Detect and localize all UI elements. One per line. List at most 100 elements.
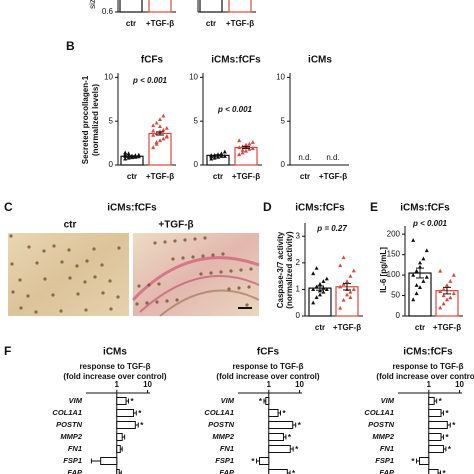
significance: * <box>138 409 142 418</box>
data-point <box>154 131 159 136</box>
nucleus <box>11 290 15 294</box>
tissue-streak <box>159 289 260 317</box>
data-point <box>421 256 426 261</box>
data-point <box>222 149 227 154</box>
data-point <box>314 295 319 299</box>
bar <box>119 0 143 13</box>
x-axis-label: response to TGF-β <box>392 362 463 371</box>
chart-title: iCMs:fCFs <box>403 347 453 358</box>
x-tick-label: 1 <box>115 380 120 389</box>
data-point <box>418 264 422 269</box>
nucleus <box>229 269 233 273</box>
nucleus <box>227 287 231 291</box>
data-point <box>418 260 422 265</box>
nucleus <box>175 298 179 302</box>
y-tick-label: 5 <box>109 116 114 125</box>
y-tick-label: COL1A1 <box>52 408 82 417</box>
data-point <box>154 120 159 125</box>
bar <box>268 433 284 441</box>
nucleus <box>59 309 63 313</box>
y-tick-label: 5 <box>194 116 199 125</box>
data-point <box>324 276 329 281</box>
data-point <box>411 238 416 242</box>
y-axis-label: (normalized levels) <box>91 84 100 156</box>
significance: * <box>439 397 443 406</box>
y-tick-label: 0.6 <box>102 7 114 16</box>
data-point <box>209 154 214 159</box>
nucleus <box>219 270 223 274</box>
y-tick-label: FN1 <box>380 444 394 453</box>
nucleus <box>211 253 215 257</box>
chart-title: iCMs:fCFs <box>211 55 261 66</box>
significance: * <box>292 469 296 474</box>
bar <box>265 397 270 405</box>
panel-label: B <box>66 39 75 53</box>
bar <box>428 409 442 417</box>
x-tick-label: 10 <box>455 380 464 389</box>
bar <box>428 397 435 405</box>
nucleus <box>201 254 205 258</box>
significance: * <box>452 421 456 430</box>
data-point <box>154 140 159 144</box>
data-point <box>451 272 456 277</box>
nucleus <box>43 277 47 281</box>
data-point <box>445 283 449 287</box>
data-point <box>314 265 319 270</box>
data-point <box>250 146 255 150</box>
value-label: n.d. <box>298 153 311 162</box>
nucleus <box>27 245 31 249</box>
data-point <box>448 295 453 300</box>
data-point <box>158 138 162 143</box>
nucleus <box>249 267 253 271</box>
chart-title: iCMs:fCFs <box>295 203 345 214</box>
data-point <box>438 289 443 294</box>
data-point <box>161 136 166 141</box>
nucleus <box>153 241 157 245</box>
p-value: p < 0.001 <box>412 219 448 228</box>
data-point <box>240 150 245 155</box>
y-tick-label: FAP <box>67 468 83 474</box>
x-tick-label: +TGF-β <box>146 172 174 181</box>
micrograph <box>8 233 129 316</box>
x-tick-label: ctr <box>315 323 325 332</box>
data-point <box>421 279 426 283</box>
bar <box>428 445 444 453</box>
x-tick-label: +TGF-β <box>433 323 461 332</box>
data-point <box>351 287 356 292</box>
bar <box>268 421 294 429</box>
significance: * <box>251 457 255 466</box>
data-point <box>151 145 156 150</box>
data-point <box>441 301 446 306</box>
bar <box>116 469 120 474</box>
bar <box>100 457 118 465</box>
significance: * <box>445 433 449 442</box>
significance: * <box>259 397 263 406</box>
data-point <box>237 152 242 157</box>
nucleus <box>93 275 97 279</box>
data-point <box>445 297 449 302</box>
y-tick-label: MMP2 <box>372 432 394 441</box>
chart-title: iCMs <box>308 55 332 66</box>
x-axis-label: response to TGF-β <box>79 362 150 371</box>
x-tick-label: 1 <box>427 380 432 389</box>
data-point <box>345 279 349 284</box>
nucleus <box>109 307 113 311</box>
data-point <box>123 150 128 155</box>
nucleus <box>137 284 141 288</box>
x-tick-label: ctr <box>300 172 310 181</box>
nucleus <box>52 244 56 248</box>
x-tick-label: ctr <box>415 323 425 332</box>
y-tick-label: 10 <box>276 72 285 81</box>
nucleus <box>100 263 104 267</box>
nucleus <box>26 294 30 298</box>
nucleus <box>239 268 243 272</box>
y-tick-label: 0 <box>109 160 114 169</box>
data-point <box>414 283 419 287</box>
nucleus <box>19 306 23 310</box>
chart-title: fCFs <box>141 55 164 66</box>
bar <box>408 272 432 317</box>
x-tick-label: ctr <box>126 19 136 28</box>
x-axis-label: (fold increase over control) <box>376 372 474 381</box>
nucleus <box>92 247 96 251</box>
